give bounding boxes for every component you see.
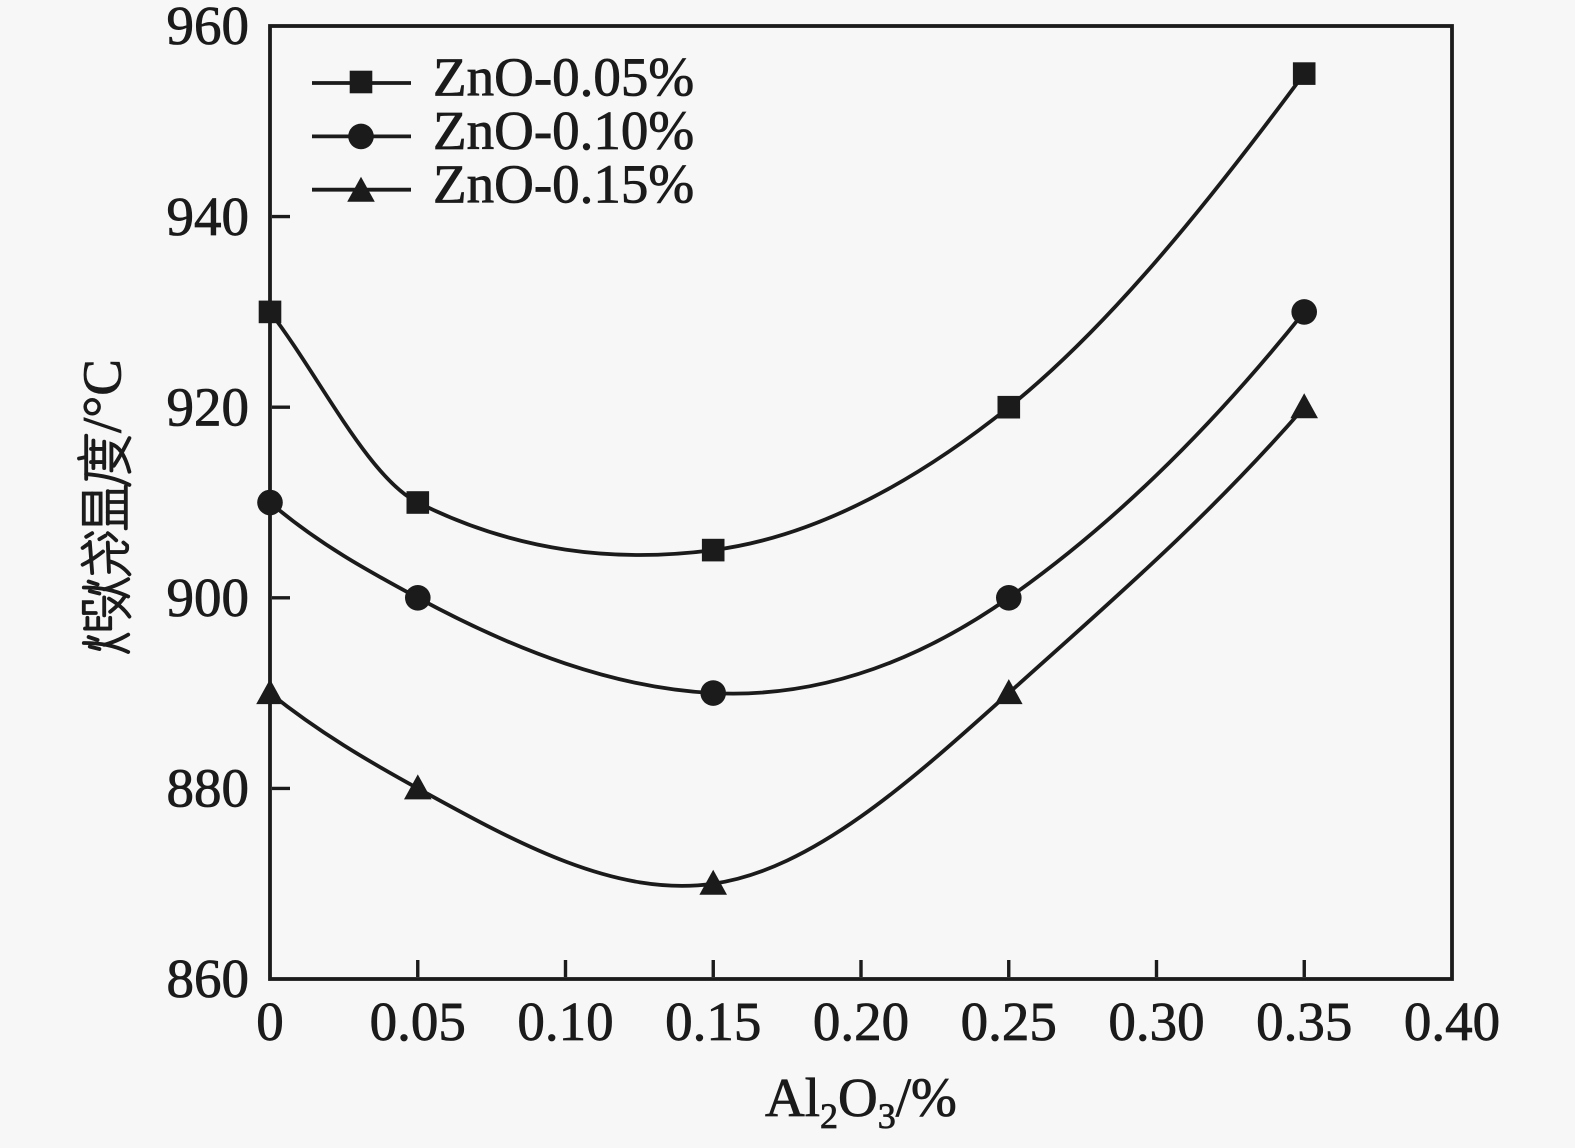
svg-text:0.40: 0.40 <box>1404 991 1500 1052</box>
svg-text:880: 880 <box>167 758 250 819</box>
svg-text:900: 900 <box>167 567 250 628</box>
svg-text:0.20: 0.20 <box>813 991 909 1052</box>
svg-text:ZnO-0.15%: ZnO-0.15% <box>433 153 694 214</box>
svg-text:ZnO-0.10%: ZnO-0.10% <box>433 100 694 161</box>
svg-text:0.10: 0.10 <box>517 991 613 1052</box>
svg-text:860: 860 <box>167 948 250 1009</box>
svg-text:ZnO-0.05%: ZnO-0.05% <box>433 47 694 108</box>
svg-text:0: 0 <box>256 991 284 1052</box>
svg-text:940: 940 <box>167 186 250 247</box>
svg-text:0.15: 0.15 <box>665 991 761 1052</box>
svg-text:0.30: 0.30 <box>1108 991 1204 1052</box>
svg-text:0.35: 0.35 <box>1256 991 1352 1052</box>
svg-text:960: 960 <box>167 0 250 56</box>
svg-text:/°C: /°C <box>72 359 133 433</box>
svg-text:Al2O3/%: Al2O3/% <box>765 1067 957 1136</box>
svg-text:0.25: 0.25 <box>961 991 1057 1052</box>
svg-text:0.05: 0.05 <box>370 991 466 1052</box>
svg-text:920: 920 <box>167 376 250 437</box>
